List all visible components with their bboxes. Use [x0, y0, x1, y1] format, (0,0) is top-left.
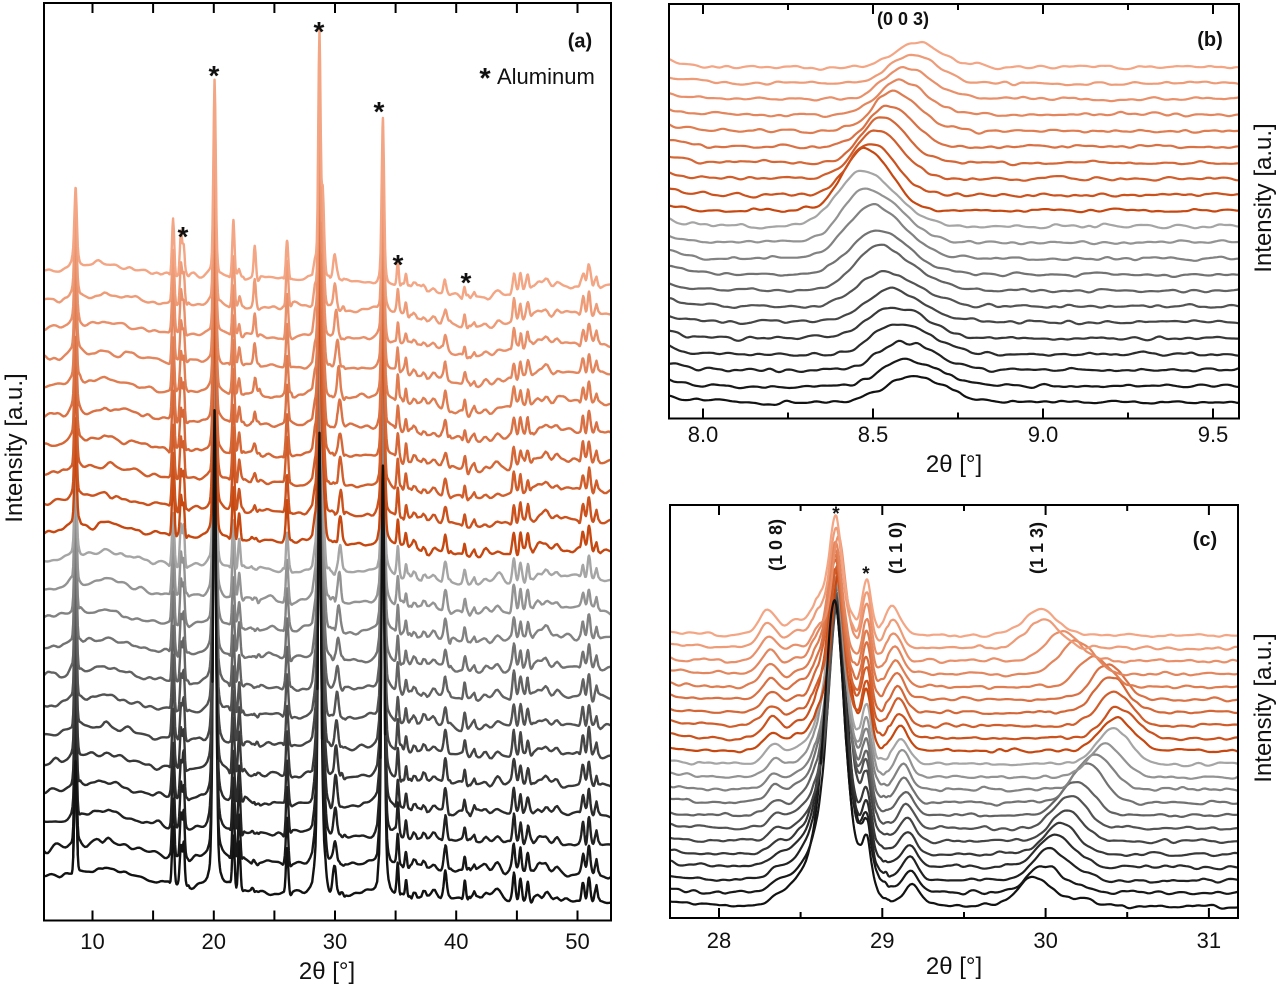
svg-text:Aluminum: Aluminum [497, 64, 595, 89]
svg-text:*: * [314, 16, 325, 47]
svg-text:(1 1 0): (1 1 0) [886, 522, 906, 574]
svg-text:(1 1 3): (1 1 3) [1027, 522, 1047, 574]
svg-text:*: * [479, 63, 491, 95]
svg-text:2θ [°]: 2θ [°] [926, 953, 982, 980]
svg-text:(0 0 3): (0 0 3) [877, 9, 929, 29]
svg-text:Intensity [a.u.]: Intensity [a.u.] [1250, 123, 1277, 272]
svg-text:*: * [461, 267, 472, 298]
svg-text:(c): (c) [1193, 529, 1217, 551]
svg-text:(1 0 8): (1 0 8) [766, 519, 786, 571]
svg-text:30: 30 [1033, 928, 1057, 953]
svg-text:20: 20 [202, 929, 226, 954]
svg-text:*: * [832, 504, 840, 525]
svg-text:8.5: 8.5 [858, 422, 889, 447]
svg-text:Intensity [a.u.]: Intensity [a.u.] [1, 373, 28, 522]
svg-text:9.0: 9.0 [1028, 422, 1059, 447]
svg-text:*: * [862, 564, 870, 585]
svg-text:31: 31 [1197, 928, 1221, 953]
svg-text:8.0: 8.0 [688, 422, 719, 447]
svg-text:*: * [393, 249, 404, 280]
svg-text:40: 40 [444, 929, 468, 954]
svg-text:29: 29 [870, 928, 894, 953]
svg-text:(b): (b) [1197, 29, 1223, 51]
svg-text:*: * [374, 96, 385, 127]
svg-text:*: * [209, 60, 220, 91]
svg-text:*: * [178, 221, 189, 252]
svg-text:9.5: 9.5 [1198, 422, 1229, 447]
svg-text:(a): (a) [568, 31, 592, 53]
svg-text:10: 10 [80, 929, 104, 954]
svg-text:50: 50 [565, 929, 589, 954]
svg-text:30: 30 [323, 929, 347, 954]
svg-text:2θ [°]: 2θ [°] [299, 958, 355, 985]
svg-text:2θ [°]: 2θ [°] [926, 451, 982, 478]
svg-text:28: 28 [707, 928, 731, 953]
svg-text:Intensity [a.u.]: Intensity [a.u.] [1250, 633, 1277, 782]
